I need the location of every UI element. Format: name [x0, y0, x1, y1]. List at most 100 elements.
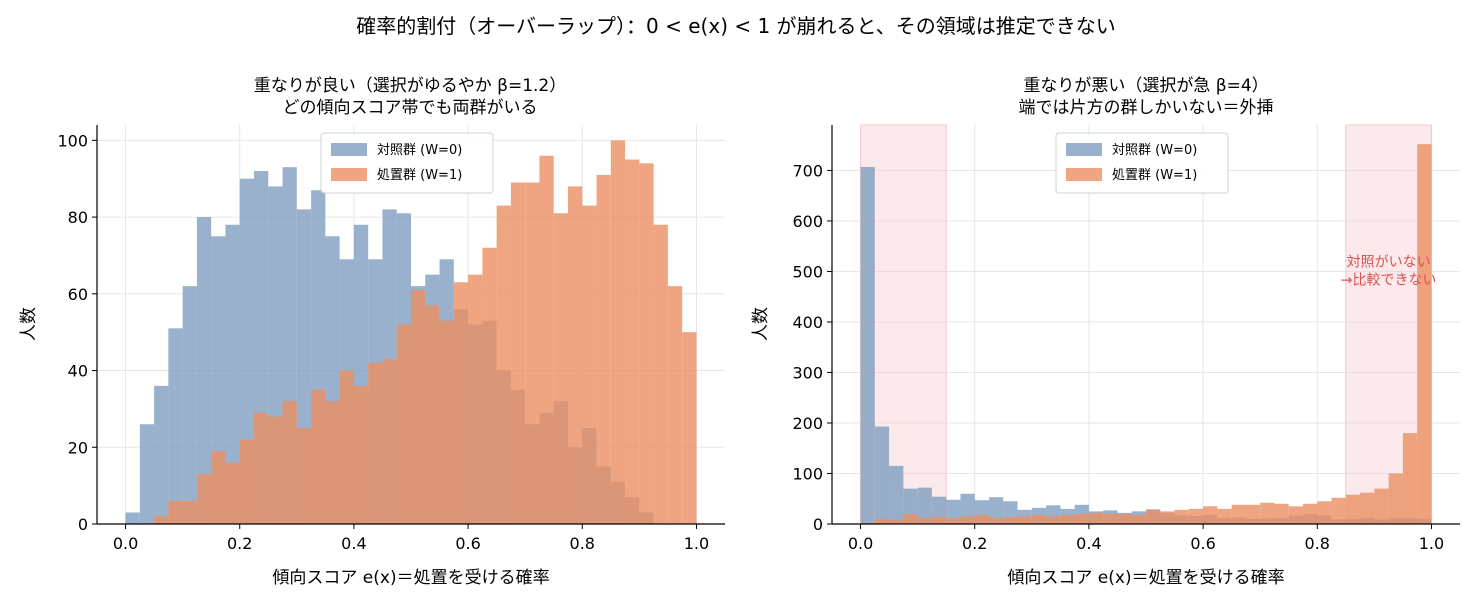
left-ytick-label: 20 — [68, 438, 88, 457]
right-bar — [1117, 513, 1132, 524]
left-bar — [582, 205, 597, 524]
left-xtick-label: 0.0 — [113, 534, 138, 553]
right-xtick-label: 0.8 — [1305, 534, 1330, 553]
right-bar — [1402, 433, 1418, 524]
right-bar — [1088, 512, 1104, 524]
right-bar — [903, 513, 918, 524]
right-annotation-line2: →比較できない — [1341, 273, 1437, 289]
left-bar — [154, 516, 169, 524]
panel-right-title-line2: 端では片方の群しかいない＝外挿 — [1019, 98, 1274, 118]
left-bar — [568, 186, 583, 524]
right-bar — [946, 499, 961, 524]
left-bar — [225, 224, 240, 524]
left-ytick-label: 80 — [68, 208, 88, 227]
left-bar — [211, 451, 226, 524]
left-bar — [468, 274, 483, 524]
right-plot-area — [832, 124, 1460, 525]
panel-right-ylabel: 人数 — [751, 307, 771, 341]
right-bar — [989, 517, 1004, 524]
right-ytick-label: 400 — [792, 313, 823, 332]
right-bar — [917, 487, 932, 524]
left-bar — [496, 205, 511, 524]
left-bar — [239, 178, 254, 524]
right-bar — [1274, 503, 1289, 524]
right-bar — [1146, 509, 1161, 524]
left-legend-box — [320, 132, 494, 194]
left-bar — [239, 439, 254, 524]
left-bar — [168, 500, 183, 524]
right-bar — [1131, 514, 1146, 524]
left-ytick-label: 40 — [68, 362, 88, 381]
right-bar — [931, 516, 947, 524]
left-xtick-label: 0.2 — [227, 534, 252, 553]
left-bar — [368, 362, 383, 524]
right-annotation-line1: 対照がいない — [1347, 255, 1431, 271]
right-bar — [1074, 513, 1089, 524]
right-bar — [1060, 514, 1075, 524]
panel-right-poor-overlap: 重なりが悪い（選択が急 β=4） 端では片方の群しかいない＝外挿 傾向スコア e… — [751, 76, 1460, 588]
right-ytick-label: 500 — [792, 262, 823, 281]
left-bar — [311, 389, 326, 524]
left-bar — [439, 320, 454, 524]
right-bar — [860, 166, 875, 524]
left-series-1 — [154, 140, 697, 524]
left-bar — [682, 332, 697, 524]
left-bar — [525, 182, 540, 524]
right-legend-label-0: 対照群 (W=0) — [1112, 143, 1197, 158]
right-bar — [1317, 501, 1332, 524]
panel-left-xlabel: 傾向スコア e(x)＝処置を受ける確率 — [272, 568, 549, 588]
left-bar — [625, 159, 640, 524]
left-bar — [339, 370, 354, 524]
right-bar — [1103, 513, 1118, 524]
right-bar — [1174, 509, 1189, 524]
right-xtick-label: 1.0 — [1419, 534, 1444, 553]
right-bar — [1417, 144, 1432, 525]
right-bar — [1203, 506, 1218, 524]
right-bar — [874, 426, 890, 524]
left-bar — [539, 155, 554, 524]
right-ytick-label: 0 — [813, 515, 823, 534]
panel-left-title-line2: どの傾向スコア帯でも両群がいる — [283, 98, 538, 118]
left-bar — [168, 328, 183, 524]
left-xtick-label: 0.6 — [455, 534, 480, 553]
left-bar — [453, 282, 469, 524]
right-bar — [1017, 516, 1032, 524]
right-ytick-label: 100 — [792, 464, 823, 483]
left-bar — [510, 182, 526, 524]
left-bar — [196, 217, 212, 525]
right-bar — [1031, 514, 1047, 524]
left-bar — [353, 385, 369, 524]
left-bar — [182, 500, 197, 524]
left-bar — [396, 324, 411, 524]
left-bar — [282, 401, 297, 524]
right-bar — [1331, 497, 1346, 524]
left-ytick-label: 60 — [68, 285, 88, 304]
right-xtick-label: 0.4 — [1076, 534, 1101, 553]
left-bar — [154, 385, 169, 524]
right-bar — [1188, 508, 1204, 524]
left-legend-swatch-1 — [331, 168, 367, 181]
right-bar — [1388, 473, 1403, 524]
left-bar — [296, 428, 312, 524]
right-ytick-label: 300 — [792, 363, 823, 382]
left-bar — [125, 512, 140, 524]
left-bar — [254, 412, 269, 524]
left-legend-swatch-0 — [331, 143, 367, 156]
left-bar — [411, 289, 426, 524]
right-bar — [960, 516, 975, 524]
left-xtick-label: 0.8 — [570, 534, 595, 553]
right-bar — [1217, 508, 1232, 524]
right-bar — [1360, 492, 1375, 524]
right-bar — [1345, 494, 1361, 524]
panel-left-title-line1: 重なりが良い（選択がゆるやか β=1.2） — [254, 76, 567, 96]
panel-left-ylabel: 人数 — [19, 307, 39, 341]
right-xtick-label: 0.6 — [1190, 534, 1215, 553]
right-legend-label-1: 処置群 (W=1) — [1112, 168, 1197, 183]
right-bar — [889, 519, 904, 524]
left-bar — [482, 247, 497, 524]
left-bar — [610, 140, 626, 524]
left-bar — [653, 224, 668, 524]
right-ytick-label: 200 — [792, 414, 823, 433]
left-bar — [225, 462, 240, 524]
